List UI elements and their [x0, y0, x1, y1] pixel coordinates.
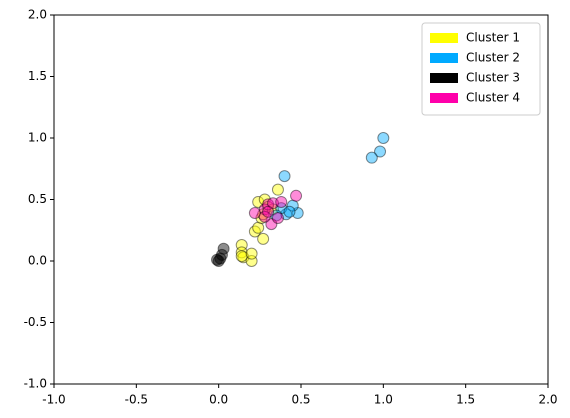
- point: [262, 200, 275, 213]
- point: [290, 189, 303, 202]
- point: [365, 151, 378, 164]
- x-tick-label: 0.5: [291, 393, 310, 407]
- point: [252, 221, 265, 234]
- x-tick-label: 0.0: [209, 393, 228, 407]
- legend-swatch: [430, 73, 458, 83]
- point: [245, 247, 258, 260]
- point: [267, 203, 280, 216]
- point: [235, 246, 248, 259]
- point: [258, 203, 271, 216]
- point: [257, 208, 270, 221]
- legend-swatch: [430, 53, 458, 63]
- point: [286, 199, 299, 212]
- legend-box: [421, 22, 541, 116]
- point: [248, 207, 261, 220]
- point: [271, 211, 284, 224]
- y-tick-label: 2.0: [28, 8, 47, 22]
- point: [377, 132, 390, 144]
- point: [275, 195, 288, 208]
- point: [265, 218, 278, 231]
- legend-swatch: [430, 93, 458, 103]
- point: [214, 252, 227, 265]
- legend-label: Cluster 1: [466, 31, 520, 45]
- point: [270, 209, 283, 222]
- point: [248, 225, 261, 238]
- point: [252, 195, 265, 208]
- point: [262, 205, 275, 218]
- point: [271, 183, 284, 196]
- x-tick-label: -1.0: [42, 393, 65, 407]
- y-tick-label: 0.5: [28, 192, 47, 206]
- y-tick-label: 0.0: [28, 254, 47, 268]
- legend-label: Cluster 3: [466, 71, 520, 85]
- x-tick-label: 1.5: [456, 393, 475, 407]
- point: [283, 205, 296, 218]
- x-tick-label: -0.5: [125, 393, 148, 407]
- point: [258, 193, 271, 206]
- point: [262, 198, 275, 211]
- point: [257, 232, 270, 245]
- point: [212, 255, 225, 267]
- point: [215, 248, 228, 261]
- point: [235, 239, 248, 252]
- point: [255, 211, 268, 224]
- point: [258, 210, 271, 223]
- x-tick-label: 1.0: [374, 393, 393, 407]
- point: [291, 207, 304, 220]
- point: [275, 202, 288, 215]
- legend-label: Cluster 4: [466, 91, 520, 105]
- legend-swatch: [430, 33, 458, 43]
- point: [245, 255, 258, 267]
- point: [280, 208, 293, 221]
- y-tick-label: 1.0: [28, 131, 47, 145]
- point: [278, 170, 291, 183]
- point: [235, 250, 248, 263]
- legend-label: Cluster 2: [466, 51, 520, 65]
- point: [267, 197, 280, 210]
- point: [217, 242, 230, 255]
- y-tick-label: 1.5: [28, 69, 47, 83]
- y-tick-label: -1.0: [24, 377, 47, 391]
- point: [237, 251, 250, 264]
- point: [211, 253, 224, 266]
- y-tick-label: -0.5: [24, 315, 47, 329]
- point: [374, 145, 387, 158]
- x-tick-label: 2.0: [538, 393, 557, 407]
- plot-frame: [53, 14, 549, 385]
